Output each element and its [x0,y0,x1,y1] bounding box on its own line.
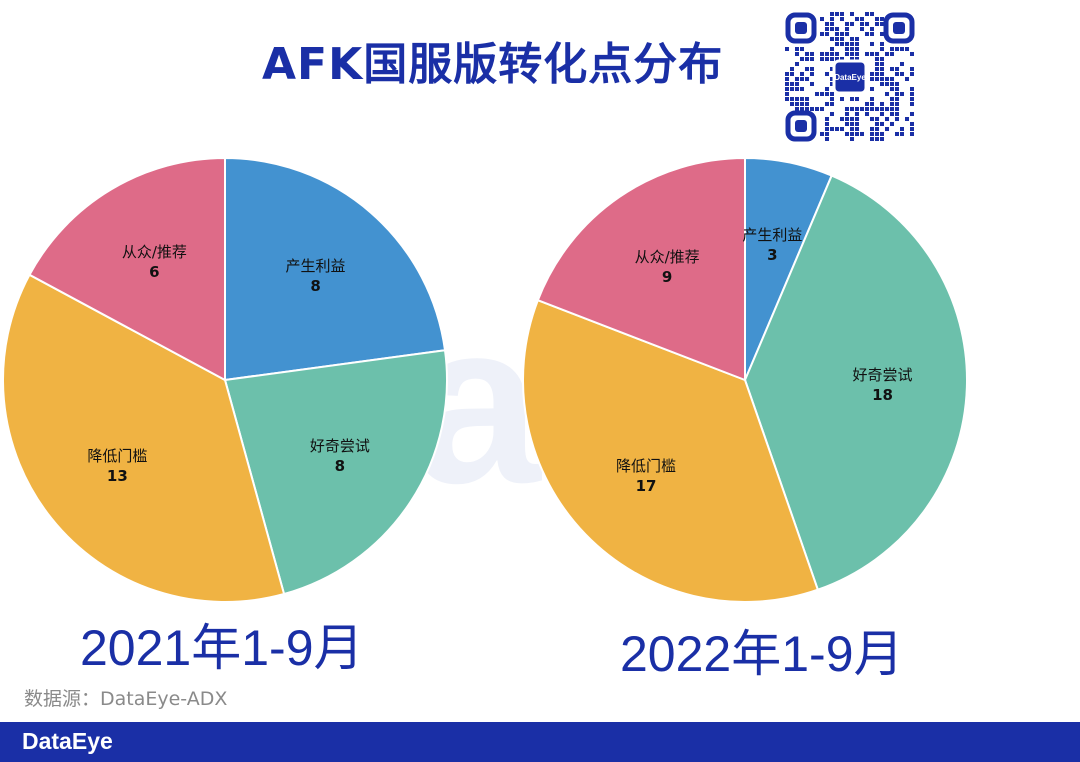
slice-value: 17 [635,476,657,495]
period-label-2021: 2021年1-9月 [80,620,364,676]
pie-slice-4 [536,156,746,382]
slice-name: 好奇尝试 [852,365,913,384]
pie-slice-2 [743,174,968,591]
slice-value: 18 [872,385,893,404]
pie-chart-2022: 产生利益 3 好奇尝试 18 降低门槛 17 从众/推荐 9 [520,155,970,605]
pie-slice-1 [224,156,447,382]
chart-title: AFK国服版转化点分布 [262,39,724,90]
slice-label: 降低门槛 17 [616,456,676,496]
data-source: 数据源：DataEye-ADX [24,688,228,710]
slice-label: 从众/推荐 9 [635,247,700,287]
slice-label: 产生利益 8 [286,256,346,296]
pie-slice-2 [223,349,448,596]
pie-2021-svg [2,156,448,603]
slice-value: 9 [661,267,673,286]
footer-bar: DataEye [0,722,1080,762]
slice-name: 产生利益 [285,257,346,276]
slice-value: 6 [149,262,160,281]
slice-name: 降低门槛 [87,446,148,465]
qr-code: DataEye [782,9,918,145]
pie-chart-2021: 产生利益 8 好奇尝试 8 降低门槛 13 从众/推荐 6 [0,155,450,605]
pie-slice-4 [28,156,226,382]
slice-label: 产生利益 3 [742,225,802,265]
period-label-2022: 2022年1-9月 [620,626,904,682]
slice-value: 3 [767,246,778,265]
qr-logo-text: DataEye [834,73,866,82]
slice-label: 降低门槛 13 [87,446,147,486]
slice-value: 8 [310,277,321,296]
slice-name: 从众/推荐 [121,242,187,261]
pie-slice-3 [2,273,286,603]
slice-label: 好奇尝试 8 [310,436,370,476]
slice-name: 从众/推荐 [634,247,700,266]
slice-value: 8 [334,456,346,475]
slice-name: 好奇尝试 [309,436,370,455]
slice-value: 13 [106,466,128,485]
pie-2022-svg [522,156,968,604]
slice-label: 好奇尝试 18 [853,365,913,405]
slice-label: 从众/推荐 6 [122,242,187,282]
pie-slice-3 [522,298,820,604]
slice-name: 产生利益 [742,226,803,245]
footer-logo: DataEye [22,728,113,754]
slice-name: 降低门槛 [616,456,677,475]
